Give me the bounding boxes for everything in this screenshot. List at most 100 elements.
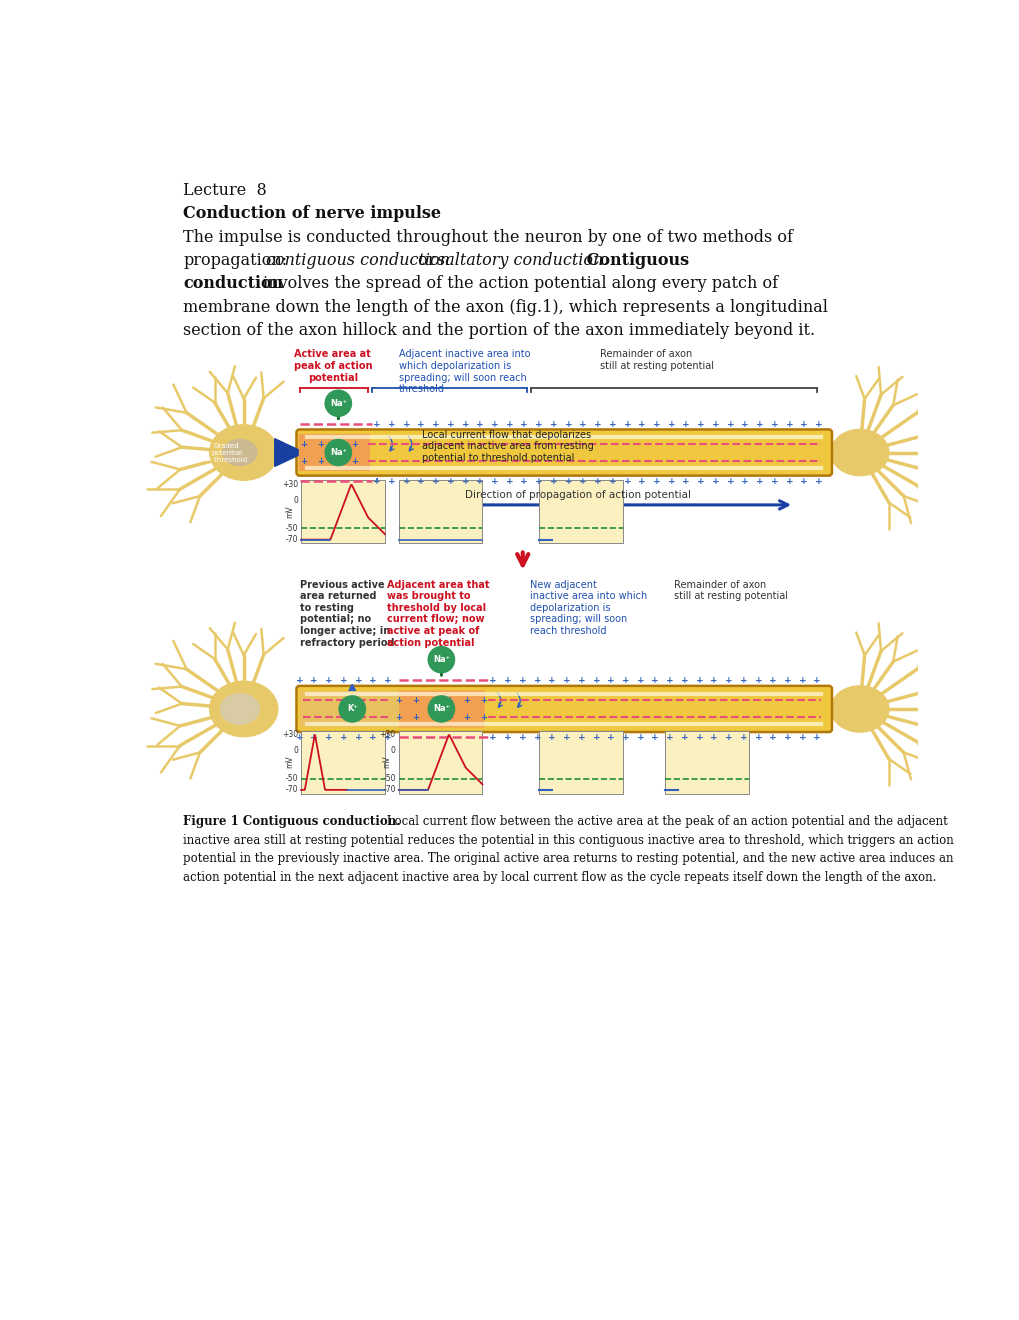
FancyBboxPatch shape <box>297 429 832 475</box>
Text: +: + <box>770 420 777 429</box>
Text: +: + <box>697 477 704 486</box>
Text: membrane down the length of the axon (fig.1), which represents a longitudinal: membrane down the length of the axon (fi… <box>183 298 827 315</box>
Ellipse shape <box>830 686 889 733</box>
Circle shape <box>338 696 365 722</box>
Text: +: + <box>503 676 512 685</box>
Text: +: + <box>463 696 470 705</box>
Text: +: + <box>592 733 599 742</box>
Text: +: + <box>623 420 631 429</box>
Text: +: + <box>739 733 747 742</box>
Text: +: + <box>697 420 704 429</box>
FancyBboxPatch shape <box>397 690 484 727</box>
Text: +: + <box>725 676 732 685</box>
Ellipse shape <box>210 425 277 480</box>
Text: +: + <box>651 733 658 742</box>
Text: +: + <box>505 477 513 486</box>
Text: +: + <box>562 733 571 742</box>
FancyBboxPatch shape <box>664 730 748 793</box>
Text: Local current flow between the active area at the peak of an action potential an: Local current flow between the active ar… <box>383 816 947 828</box>
Text: +: + <box>300 440 307 449</box>
Text: section of the axon hillock and the portion of the axon immediately beyond it.: section of the axon hillock and the port… <box>183 322 814 339</box>
Text: +: + <box>623 477 631 486</box>
Text: -70: -70 <box>285 535 298 544</box>
Text: +: + <box>412 696 419 705</box>
Text: +: + <box>519 676 526 685</box>
Text: +: + <box>800 477 807 486</box>
Text: +: + <box>535 420 542 429</box>
Ellipse shape <box>210 681 277 737</box>
Text: +: + <box>682 477 690 486</box>
Text: +: + <box>333 457 340 466</box>
Text: +: + <box>505 420 513 429</box>
Text: +: + <box>351 457 358 466</box>
Text: +: + <box>711 477 718 486</box>
Text: +: + <box>695 676 702 685</box>
Text: +: + <box>373 477 380 486</box>
Text: +: + <box>403 477 410 486</box>
Text: Adjacent inactive area into
which depolarization is
spreading; will soon reach
t: Adjacent inactive area into which depola… <box>398 350 530 395</box>
Text: +30: +30 <box>281 479 298 488</box>
Text: or: or <box>413 252 440 269</box>
FancyBboxPatch shape <box>398 730 482 793</box>
Text: +: + <box>446 696 453 705</box>
Text: mV: mV <box>284 506 293 519</box>
Text: +: + <box>667 477 675 486</box>
Text: +: + <box>711 420 718 429</box>
Text: +: + <box>520 420 528 429</box>
Text: +: + <box>741 477 748 486</box>
Text: +: + <box>665 676 674 685</box>
Text: +: + <box>768 733 776 742</box>
FancyBboxPatch shape <box>299 434 370 471</box>
Text: New adjacent
inactive area into which
depolarization is
spreading; will soon
rea: New adjacent inactive area into which de… <box>530 579 647 636</box>
Text: +: + <box>296 676 303 685</box>
Text: +: + <box>636 733 644 742</box>
Text: +: + <box>636 676 644 685</box>
Text: The impulse is conducted throughout the neuron by one of two methods of: The impulse is conducted throughout the … <box>183 230 793 247</box>
Text: +: + <box>369 733 377 742</box>
Text: +: + <box>741 420 748 429</box>
Text: +: + <box>533 676 541 685</box>
Text: Remainder of axon
still at resting potential: Remainder of axon still at resting poten… <box>674 579 787 601</box>
Text: +: + <box>812 733 820 742</box>
Text: +: + <box>296 733 303 742</box>
Text: +: + <box>800 420 807 429</box>
Text: mV: mV <box>284 756 293 768</box>
Text: +: + <box>593 420 601 429</box>
Text: -50: -50 <box>285 775 298 783</box>
FancyBboxPatch shape <box>398 480 482 544</box>
Text: +: + <box>384 733 391 742</box>
Text: action potential in the next adjacent inactive area by local current flow as the: action potential in the next adjacent in… <box>183 871 935 883</box>
Text: +: + <box>784 733 791 742</box>
Text: +: + <box>785 420 793 429</box>
Text: +: + <box>638 420 645 429</box>
FancyBboxPatch shape <box>538 480 623 544</box>
Text: +: + <box>709 676 717 685</box>
Text: +: + <box>463 713 470 722</box>
Text: +: + <box>480 696 487 705</box>
Text: +: + <box>667 420 675 429</box>
Text: inactive area still at resting potential reduces the potential in this contiguou: inactive area still at resting potential… <box>183 834 953 846</box>
Text: +: + <box>651 676 658 685</box>
Text: +: + <box>549 477 557 486</box>
Text: +: + <box>519 733 526 742</box>
Text: +: + <box>784 676 791 685</box>
Text: +: + <box>578 676 585 685</box>
Text: +: + <box>622 676 629 685</box>
Text: +: + <box>535 477 542 486</box>
Text: +: + <box>548 733 555 742</box>
Text: +: + <box>373 420 380 429</box>
Text: involves the spread of the action potential along every patch of: involves the spread of the action potent… <box>258 276 777 293</box>
Text: +: + <box>785 477 793 486</box>
Text: Na⁺: Na⁺ <box>329 399 346 408</box>
Text: +: + <box>726 420 734 429</box>
Text: +: + <box>726 477 734 486</box>
Text: +: + <box>652 420 660 429</box>
Text: +: + <box>351 440 358 449</box>
Text: +: + <box>798 676 806 685</box>
Text: +: + <box>681 733 688 742</box>
Text: +: + <box>387 420 395 429</box>
Text: Na⁺: Na⁺ <box>329 447 346 457</box>
Text: Na⁺: Na⁺ <box>432 705 449 713</box>
Text: Figure 1 Contiguous conduction.: Figure 1 Contiguous conduction. <box>183 816 400 828</box>
Text: Active area at
peak of action
potential: Active area at peak of action potential <box>293 350 372 383</box>
